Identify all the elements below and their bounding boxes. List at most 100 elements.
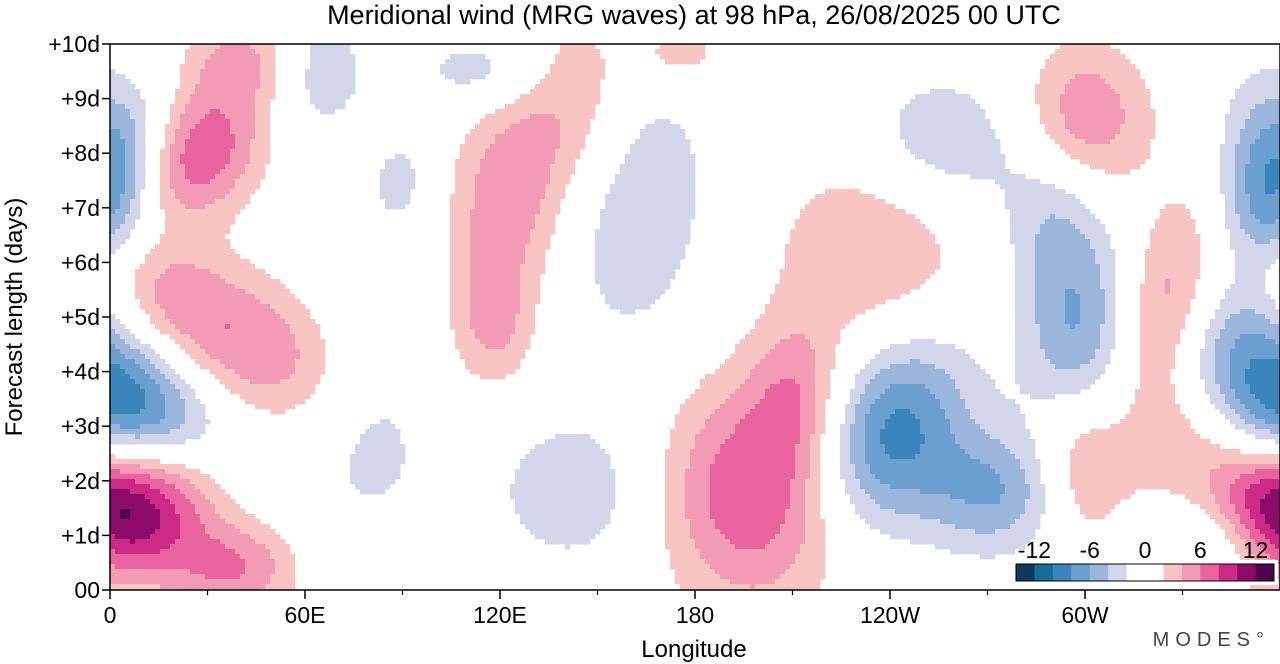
contour-cell	[460, 259, 466, 265]
contour-cell	[160, 239, 166, 245]
contour-cell	[900, 219, 906, 225]
contour-cell	[1225, 199, 1231, 205]
contour-cell	[1150, 244, 1156, 250]
contour-cell	[485, 204, 491, 210]
contour-cell	[465, 234, 471, 240]
contour-cell	[1250, 279, 1256, 285]
contour-cell	[135, 209, 141, 215]
contour-cell	[1135, 99, 1141, 105]
contour-cell	[640, 179, 646, 185]
contour-cell	[1105, 134, 1111, 140]
contour-cell	[400, 154, 406, 160]
contour-cell	[580, 74, 586, 80]
contour-cell	[180, 74, 186, 80]
contour-cell	[250, 184, 256, 190]
contour-cell	[1245, 154, 1251, 160]
contour-cell	[1145, 104, 1151, 110]
contour-cell	[640, 249, 646, 255]
contour-cell	[545, 194, 551, 200]
contour-cell	[125, 114, 131, 120]
contour-cell	[110, 79, 116, 85]
contour-cell	[820, 249, 826, 255]
contour-cell	[620, 274, 626, 280]
contour-cell	[630, 164, 636, 170]
contour-cell	[215, 104, 221, 110]
contour-cell	[1070, 224, 1076, 230]
contour-cell	[110, 209, 116, 215]
contour-cell	[630, 259, 636, 265]
contour-cell	[385, 189, 391, 195]
contour-cell	[205, 269, 211, 275]
contour-cell	[255, 89, 261, 95]
contour-cell	[1240, 84, 1246, 90]
contour-cell	[180, 174, 186, 180]
contour-cell	[165, 139, 171, 145]
contour-cell	[1125, 144, 1131, 150]
contour-cell	[840, 279, 846, 285]
contour-cell	[515, 259, 521, 265]
contour-cell	[1260, 74, 1266, 80]
contour-cell	[1255, 254, 1261, 260]
contour-cell	[565, 144, 571, 150]
contour-cell	[585, 59, 591, 65]
contour-cell	[1040, 219, 1046, 225]
contour-cell	[700, 44, 706, 50]
contour-cell	[315, 44, 321, 50]
contour-cell	[160, 264, 166, 270]
contour-cell	[1075, 214, 1081, 220]
contour-cell	[645, 134, 651, 140]
contour-cell	[955, 124, 961, 130]
contour-cell	[675, 144, 681, 150]
contour-cell	[525, 174, 531, 180]
contour-cell	[1090, 214, 1096, 220]
contour-cell	[795, 259, 801, 265]
contour-cell	[500, 239, 506, 245]
contour-cell	[190, 54, 196, 60]
contour-cell	[235, 99, 241, 105]
contour-cell	[110, 244, 116, 250]
contour-cell	[1245, 109, 1251, 115]
contour-cell	[625, 199, 631, 205]
contour-cell	[890, 269, 896, 275]
contour-cell	[175, 249, 181, 255]
contour-cell	[1090, 239, 1096, 245]
contour-cell	[130, 219, 136, 225]
contour-cell	[210, 254, 216, 260]
contour-cell	[465, 254, 471, 260]
contour-cell	[1020, 244, 1026, 250]
contour-cell	[405, 199, 411, 205]
contour-cell	[115, 74, 121, 80]
contour-cell	[1260, 99, 1266, 105]
contour-cell	[1260, 249, 1266, 255]
contour-cell	[310, 94, 316, 100]
contour-cell	[410, 174, 416, 180]
contour-cell	[180, 279, 186, 285]
contour-cell	[880, 249, 886, 255]
contour-cell	[170, 154, 176, 160]
contour-cell	[505, 134, 511, 140]
contour-cell	[160, 234, 166, 240]
contour-cell	[910, 114, 916, 120]
contour-cell	[1075, 114, 1081, 120]
contour-cell	[450, 279, 456, 285]
contour-cell	[195, 229, 201, 235]
contour-cell	[1250, 169, 1256, 175]
contour-cell	[610, 234, 616, 240]
contour-cell	[810, 199, 816, 205]
contour-cell	[1255, 204, 1261, 210]
contour-cell	[795, 234, 801, 240]
contour-cell	[200, 199, 206, 205]
contour-cell	[655, 179, 661, 185]
contour-cell	[1115, 114, 1121, 120]
contour-cell	[1070, 44, 1076, 50]
contour-cell	[535, 169, 541, 175]
contour-cell	[525, 109, 531, 115]
contour-cell	[885, 249, 891, 255]
contour-cell	[250, 49, 256, 55]
contour-cell	[560, 149, 566, 155]
contour-cell	[245, 194, 251, 200]
contour-cell	[160, 204, 166, 210]
contour-cell	[1085, 44, 1091, 50]
contour-cell	[1075, 249, 1081, 255]
contour-cell	[905, 219, 911, 225]
